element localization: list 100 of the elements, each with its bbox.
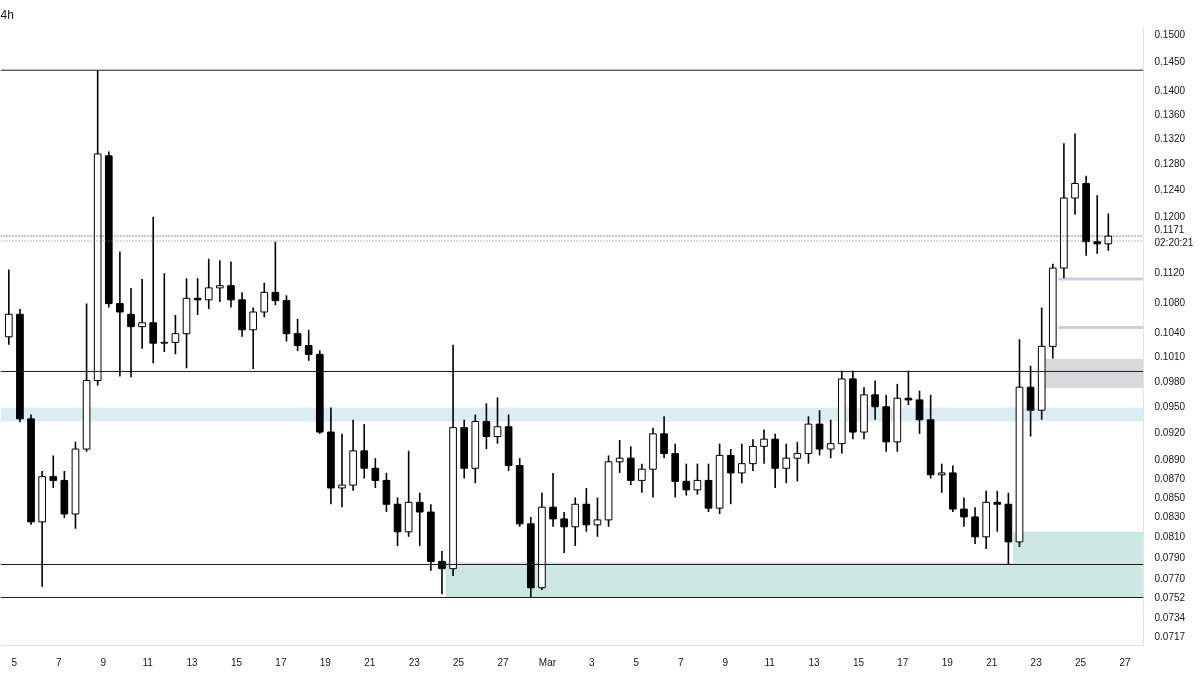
x-tick-label: 5 (11, 656, 18, 668)
candlestick (138, 278, 146, 350)
candlestick (571, 496, 580, 547)
y-tick-label: 0.0752 (1154, 591, 1186, 603)
candlestick (149, 216, 158, 365)
candlestick (116, 250, 124, 378)
candlestick (304, 328, 313, 362)
candlestick (738, 442, 746, 485)
candlestick (660, 415, 668, 459)
candlestick (793, 441, 802, 483)
candlestick (593, 496, 602, 538)
candlestick (693, 462, 702, 496)
candlestick (904, 369, 913, 406)
y-tick-label: 0.1040 (1154, 327, 1186, 339)
y-tick-label: 0.0810 (1154, 531, 1186, 543)
y-tick-label: 0.0717 (1154, 630, 1186, 642)
x-tick-label: 3 (589, 656, 596, 668)
y-tick-label: 0.0980 (1154, 375, 1186, 387)
x-tick-label: 5 (633, 656, 640, 668)
y-tick-label: 0.1200 (1154, 210, 1186, 222)
x-tick-label: 13 (808, 656, 821, 668)
candlestick (293, 318, 302, 352)
y-tick-label: 0.1320 (1154, 132, 1186, 144)
candlestick (171, 314, 180, 356)
y-tick-label: 0.1450 (1154, 56, 1186, 68)
candlestick (1071, 132, 1079, 216)
y-tick-label: 0.1500 (1154, 28, 1186, 40)
candlestick (5, 268, 13, 346)
y-tick-label: 0.1010 (1154, 351, 1186, 363)
candlestick (760, 428, 768, 465)
y-tick-label: 0.0920 (1154, 427, 1186, 439)
candlestick (626, 445, 635, 486)
candlestick (382, 472, 391, 513)
x-tick-label: 17 (897, 656, 909, 668)
chart-title: 4h (0, 7, 14, 22)
x-tick-label: 15 (230, 656, 243, 668)
candlestick (204, 257, 213, 310)
candlestick (726, 448, 735, 506)
y-tick-label: 0.0830 (1154, 511, 1186, 523)
x-tick-label: 25 (1075, 656, 1087, 668)
candlestick (960, 496, 968, 528)
candlestick (49, 454, 58, 489)
x-tick-label: 13 (186, 656, 199, 668)
x-tick-label: 25 (453, 656, 465, 668)
candlestick (227, 260, 235, 309)
y-tick-label: 0.1280 (1154, 157, 1186, 169)
x-tick-label: 27 (497, 656, 510, 668)
y-tick-label: 0.0790 (1154, 551, 1186, 563)
candlestick (493, 396, 502, 445)
candlestick (1026, 364, 1035, 438)
y-tick-label: 0.1400 (1154, 84, 1186, 96)
candlestick (1093, 194, 1102, 255)
candlestick (826, 418, 835, 459)
y-tick-label: 0.0890 (1154, 454, 1186, 466)
ref-line-label: 0.1171 02:20:21 (1154, 224, 1194, 249)
candlestick (560, 511, 568, 554)
x-tick-label: 11 (764, 656, 776, 668)
x-tick-label: 21 (986, 656, 998, 668)
y-tick-label: 0.1120 (1154, 266, 1185, 278)
x-tick-label: 21 (364, 656, 376, 668)
candlestick (127, 287, 135, 379)
y-tick-label: 0.0870 (1154, 473, 1186, 485)
x-tick-label: 9 (722, 656, 729, 668)
x-tick-label: 23 (408, 656, 421, 668)
y-tick-label: 0.1240 (1154, 183, 1186, 195)
candlestick (871, 379, 879, 421)
candlestick (216, 259, 224, 303)
y-tick-label: 0.0950 (1154, 401, 1186, 413)
y-tick-label: 0.0734 (1154, 611, 1186, 623)
candlestick (160, 272, 169, 353)
candlestick (249, 306, 257, 370)
candlestick (749, 438, 757, 472)
x-tick-label: 19 (941, 656, 954, 668)
candlestick (615, 439, 624, 474)
candlestick (271, 240, 280, 306)
candlestick (482, 402, 491, 450)
candlestick (937, 462, 946, 494)
y-tick-label: 0.0850 (1154, 492, 1186, 504)
x-tick-label: 11 (142, 656, 154, 668)
x-tick-label: 9 (100, 656, 107, 668)
y-tick-label: 0.0770 (1154, 572, 1186, 584)
candlestick (415, 491, 424, 547)
x-tick-label: 7 (56, 656, 63, 668)
candlestick (549, 472, 557, 528)
x-tick-label: 19 (319, 656, 332, 668)
candlestick (360, 423, 369, 480)
candlestick (782, 442, 791, 485)
x-tick-label: 15 (852, 656, 865, 668)
candlestick (371, 457, 380, 489)
x-tick-label: 7 (677, 656, 684, 668)
candlestick (260, 281, 269, 319)
candlestick (638, 462, 646, 494)
candlestick (682, 462, 691, 497)
x-tick-label: 23 (1030, 656, 1043, 668)
x-tick-label: Mar (538, 656, 557, 668)
candlestick (993, 490, 1002, 533)
x-tick-label: 27 (1119, 656, 1131, 668)
candlestick (971, 506, 979, 545)
y-tick-label: 0.1080 (1154, 296, 1186, 308)
candlestick (915, 389, 924, 435)
